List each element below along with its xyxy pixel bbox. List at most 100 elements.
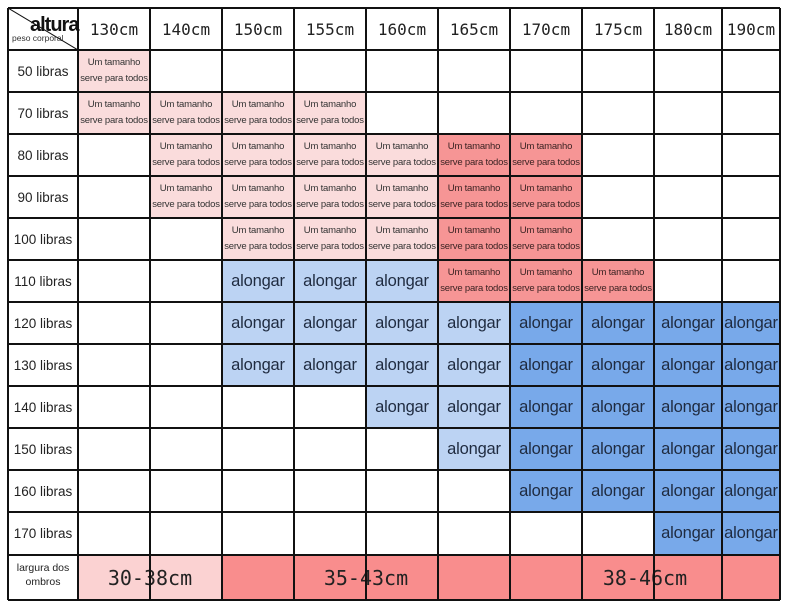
lengthen-cell: alongar bbox=[654, 512, 722, 555]
lengthen-text: alongar bbox=[724, 355, 778, 374]
one-size-cell: Um tamanho serve para todos bbox=[438, 218, 510, 260]
grid-line-horizontal bbox=[8, 511, 780, 513]
height-header-160cm: 160cm bbox=[377, 19, 427, 39]
lengthen-text: alongar bbox=[519, 355, 573, 374]
lengthen-text: alongar bbox=[375, 313, 429, 332]
lengthen-text: alongar bbox=[661, 524, 715, 542]
lengthen-text: alongar bbox=[661, 481, 715, 500]
grid-line-vertical bbox=[653, 8, 655, 600]
grid-line-horizontal bbox=[8, 427, 780, 429]
one-size-cell: Um tamanho serve para todos bbox=[438, 134, 510, 176]
grid-line-horizontal bbox=[8, 7, 780, 9]
lengthen-cell: alongar bbox=[366, 386, 438, 428]
lengthen-cell: alongar bbox=[510, 428, 582, 470]
grid-line-vertical bbox=[7, 8, 9, 600]
weight-row-label: 150 libras bbox=[13, 441, 73, 457]
weight-row-label: 130 libras bbox=[13, 357, 73, 373]
one-size-text: Um tamanho serve para todos bbox=[296, 99, 364, 126]
one-size-cell: Um tamanho serve para todos bbox=[438, 260, 510, 302]
lengthen-text: alongar bbox=[661, 313, 715, 332]
one-size-text: Um tamanho serve para todos bbox=[440, 267, 508, 294]
lengthen-text: alongar bbox=[591, 313, 645, 332]
grid-line-horizontal bbox=[8, 133, 780, 135]
grid-line-horizontal bbox=[8, 301, 780, 303]
one-size-text: Um tamanho serve para todos bbox=[512, 225, 580, 252]
lengthen-text: alongar bbox=[375, 355, 429, 374]
one-size-text: Um tamanho serve para todos bbox=[512, 141, 580, 168]
lengthen-cell: alongar bbox=[510, 386, 582, 428]
one-size-text: Um tamanho serve para todos bbox=[440, 225, 508, 252]
one-size-text: Um tamanho serve para todos bbox=[368, 183, 436, 210]
lengthen-text: alongar bbox=[724, 439, 778, 458]
corner-diagonal bbox=[8, 8, 78, 50]
shoulder-range-3: 38-46cm bbox=[510, 555, 780, 600]
one-size-cell: Um tamanho serve para todos bbox=[222, 92, 294, 134]
one-size-cell: Um tamanho serve para todos bbox=[510, 176, 582, 218]
one-size-text: Um tamanho serve para todos bbox=[224, 183, 292, 210]
grid-line-horizontal bbox=[8, 259, 780, 261]
one-size-cell: Um tamanho serve para todos bbox=[222, 134, 294, 176]
grid-line-horizontal bbox=[8, 175, 780, 177]
one-size-cell: Um tamanho serve para todos bbox=[366, 134, 438, 176]
lengthen-cell: alongar bbox=[438, 428, 510, 470]
one-size-cell: Um tamanho serve para todos bbox=[150, 134, 222, 176]
height-header-165cm: 165cm bbox=[449, 19, 499, 39]
lengthen-cell: alongar bbox=[654, 428, 722, 470]
height-header-180cm: 180cm bbox=[663, 19, 713, 39]
one-size-text: Um tamanho serve para todos bbox=[224, 141, 292, 168]
lengthen-text: alongar bbox=[591, 397, 645, 416]
shoulder-width-label: largura dos ombros bbox=[16, 562, 70, 588]
lengthen-text: alongar bbox=[724, 313, 778, 332]
one-size-cell: Um tamanho serve para todos bbox=[294, 218, 366, 260]
lengthen-cell: alongar bbox=[722, 428, 780, 470]
lengthen-text: alongar bbox=[519, 397, 573, 416]
height-header-175cm: 175cm bbox=[593, 19, 643, 39]
lengthen-text: alongar bbox=[519, 481, 573, 500]
one-size-cell: Um tamanho serve para todos bbox=[78, 50, 150, 92]
one-size-text: Um tamanho serve para todos bbox=[224, 99, 292, 126]
grid-line-vertical bbox=[437, 8, 439, 600]
lengthen-text: alongar bbox=[375, 271, 429, 290]
lengthen-text: alongar bbox=[591, 355, 645, 374]
one-size-text: Um tamanho serve para todos bbox=[440, 183, 508, 210]
grid-line-vertical bbox=[721, 8, 723, 600]
lengthen-cell: alongar bbox=[294, 260, 366, 302]
grid-line-vertical bbox=[221, 8, 223, 600]
one-size-cell: Um tamanho serve para todos bbox=[150, 92, 222, 134]
grid-line-horizontal bbox=[8, 343, 780, 345]
one-size-cell: Um tamanho serve para todos bbox=[438, 176, 510, 218]
lengthen-cell: alongar bbox=[366, 344, 438, 386]
lengthen-cell: alongar bbox=[510, 470, 582, 512]
grid-line-horizontal bbox=[8, 469, 780, 471]
lengthen-text: alongar bbox=[724, 481, 778, 500]
lengthen-cell: alongar bbox=[366, 260, 438, 302]
grid-line-vertical bbox=[77, 8, 79, 600]
lengthen-text: alongar bbox=[447, 397, 501, 416]
weight-row-label: 120 libras bbox=[13, 315, 73, 331]
lengthen-cell: alongar bbox=[654, 386, 722, 428]
lengthen-cell: alongar bbox=[510, 344, 582, 386]
grid-line-vertical bbox=[779, 8, 781, 600]
one-size-cell: Um tamanho serve para todos bbox=[366, 176, 438, 218]
one-size-cell: Um tamanho serve para todos bbox=[294, 176, 366, 218]
one-size-text: Um tamanho serve para todos bbox=[512, 183, 580, 210]
height-header-170cm: 170cm bbox=[521, 19, 571, 39]
lengthen-text: alongar bbox=[447, 355, 501, 374]
lengthen-cell: alongar bbox=[722, 470, 780, 512]
lengthen-text: alongar bbox=[724, 397, 778, 416]
lengthen-cell: alongar bbox=[582, 428, 654, 470]
lengthen-text: alongar bbox=[661, 355, 715, 374]
weight-row-label: 70 libras bbox=[17, 105, 69, 121]
height-header-140cm: 140cm bbox=[161, 19, 211, 39]
grid-line-horizontal bbox=[8, 599, 780, 601]
one-size-text: Um tamanho serve para todos bbox=[152, 141, 220, 168]
one-size-cell: Um tamanho serve para todos bbox=[222, 218, 294, 260]
one-size-cell: Um tamanho serve para todos bbox=[510, 260, 582, 302]
one-size-cell: Um tamanho serve para todos bbox=[582, 260, 654, 302]
lengthen-cell: alongar bbox=[366, 302, 438, 344]
one-size-cell: Um tamanho serve para todos bbox=[78, 92, 150, 134]
height-header-150cm: 150cm bbox=[233, 19, 283, 39]
height-axis-label: altura bbox=[30, 14, 79, 36]
weight-row-label: 90 libras bbox=[17, 189, 69, 205]
lengthen-text: alongar bbox=[231, 271, 285, 290]
